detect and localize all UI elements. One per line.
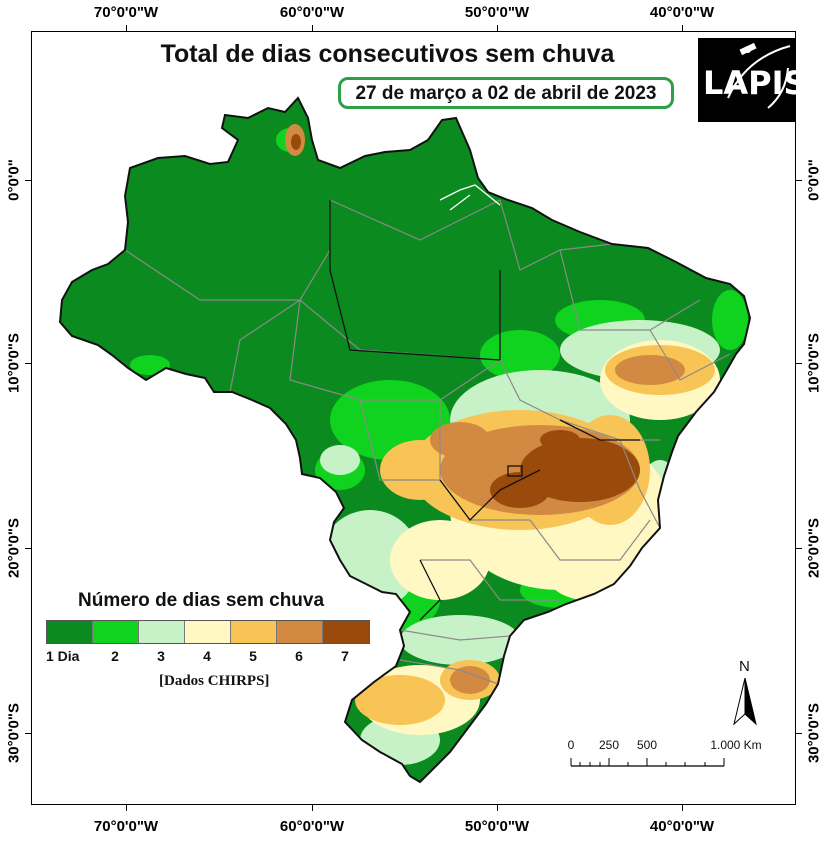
tick-mark: [796, 363, 802, 364]
legend-labels: 1 Dia 2 3 4 5 6 7: [46, 648, 368, 664]
legend-color-bar: [46, 620, 370, 644]
legend-swatch-4: [185, 621, 231, 643]
scale-label: 500: [636, 738, 658, 752]
top-longitude-label-50w: 50°0'0"W: [464, 4, 530, 21]
legend-label: 2: [111, 648, 119, 664]
north-arrow-icon: [733, 678, 757, 726]
left-latitude-label-20s: 20°0'0"S: [5, 517, 23, 579]
tick-mark: [312, 25, 313, 31]
legend-swatch-5: [231, 621, 277, 643]
legend-swatch-2: [93, 621, 139, 643]
lapis-logo: LAPIS: [698, 38, 807, 122]
north-arrow: N: [730, 658, 760, 728]
scale-bar: 0 250 500 1.000 Km: [560, 738, 770, 778]
left-latitude-label-0: 0°0'0": [5, 159, 23, 201]
right-latitude-label-30s: 30°0'0"S: [805, 702, 823, 764]
legend-label: 6: [295, 648, 303, 664]
scale-label: 0: [567, 738, 575, 752]
scale-label: 250: [598, 738, 620, 752]
tick-mark: [312, 805, 313, 811]
top-longitude-label-60w: 60°0'0"W: [279, 4, 345, 21]
left-latitude-label-30s: 30°0'0"S: [5, 702, 23, 764]
tick-mark: [796, 548, 802, 549]
tick-mark: [25, 733, 31, 734]
legend-label: 1 Dia: [46, 648, 80, 664]
right-latitude-label-20s: 20°0'0"S: [805, 517, 823, 579]
north-label: N: [739, 658, 750, 675]
right-latitude-label-0: 0°0'0": [805, 159, 823, 201]
top-longitude-label-40w: 40°0'0"W: [649, 4, 715, 21]
scale-label: 1.000 Km: [710, 738, 762, 752]
legend-swatch-7: [323, 621, 369, 643]
period-badge: 27 de março a 02 de abril de 2023: [338, 77, 674, 109]
tick-mark: [126, 25, 127, 31]
tick-mark: [682, 805, 683, 811]
legend-label: 3: [157, 648, 165, 664]
scale-bar-ruler: [570, 758, 725, 767]
tick-mark: [25, 363, 31, 364]
left-latitude-label-10s: 10°0'0"S: [5, 332, 23, 394]
top-longitude-label-70w: 70°0'0"W: [93, 4, 159, 21]
bottom-longitude-label-40w: 40°0'0"W: [649, 818, 715, 835]
legend-swatch-6: [277, 621, 323, 643]
legend-label: 5: [249, 648, 257, 664]
legend-label: 7: [341, 648, 349, 664]
map-title: Total de dias consecutivos sem chuva: [160, 40, 615, 68]
period-text: 27 de março a 02 de abril de 2023: [355, 83, 657, 104]
legend-title: Número de dias sem chuva: [78, 590, 325, 611]
tick-mark: [497, 805, 498, 811]
satellite-icon: [727, 42, 791, 109]
tick-mark: [126, 805, 127, 811]
tick-mark: [497, 25, 498, 31]
bottom-longitude-label-70w: 70°0'0"W: [93, 818, 159, 835]
tick-mark: [25, 548, 31, 549]
bottom-longitude-label-50w: 50°0'0"W: [464, 818, 530, 835]
legend-swatch-3: [139, 621, 185, 643]
logo-text: LAPIS: [703, 64, 807, 102]
legend-swatch-1: [47, 621, 93, 643]
tick-mark: [796, 180, 802, 181]
data-source-label: [Dados CHIRPS]: [159, 673, 270, 689]
legend-label: 4: [203, 648, 211, 664]
right-latitude-label-10s: 10°0'0"S: [805, 332, 823, 394]
tick-mark: [682, 25, 683, 31]
tick-mark: [25, 180, 31, 181]
brazil-map: [59, 97, 751, 783]
tick-mark: [796, 733, 802, 734]
bottom-longitude-label-60w: 60°0'0"W: [279, 818, 345, 835]
